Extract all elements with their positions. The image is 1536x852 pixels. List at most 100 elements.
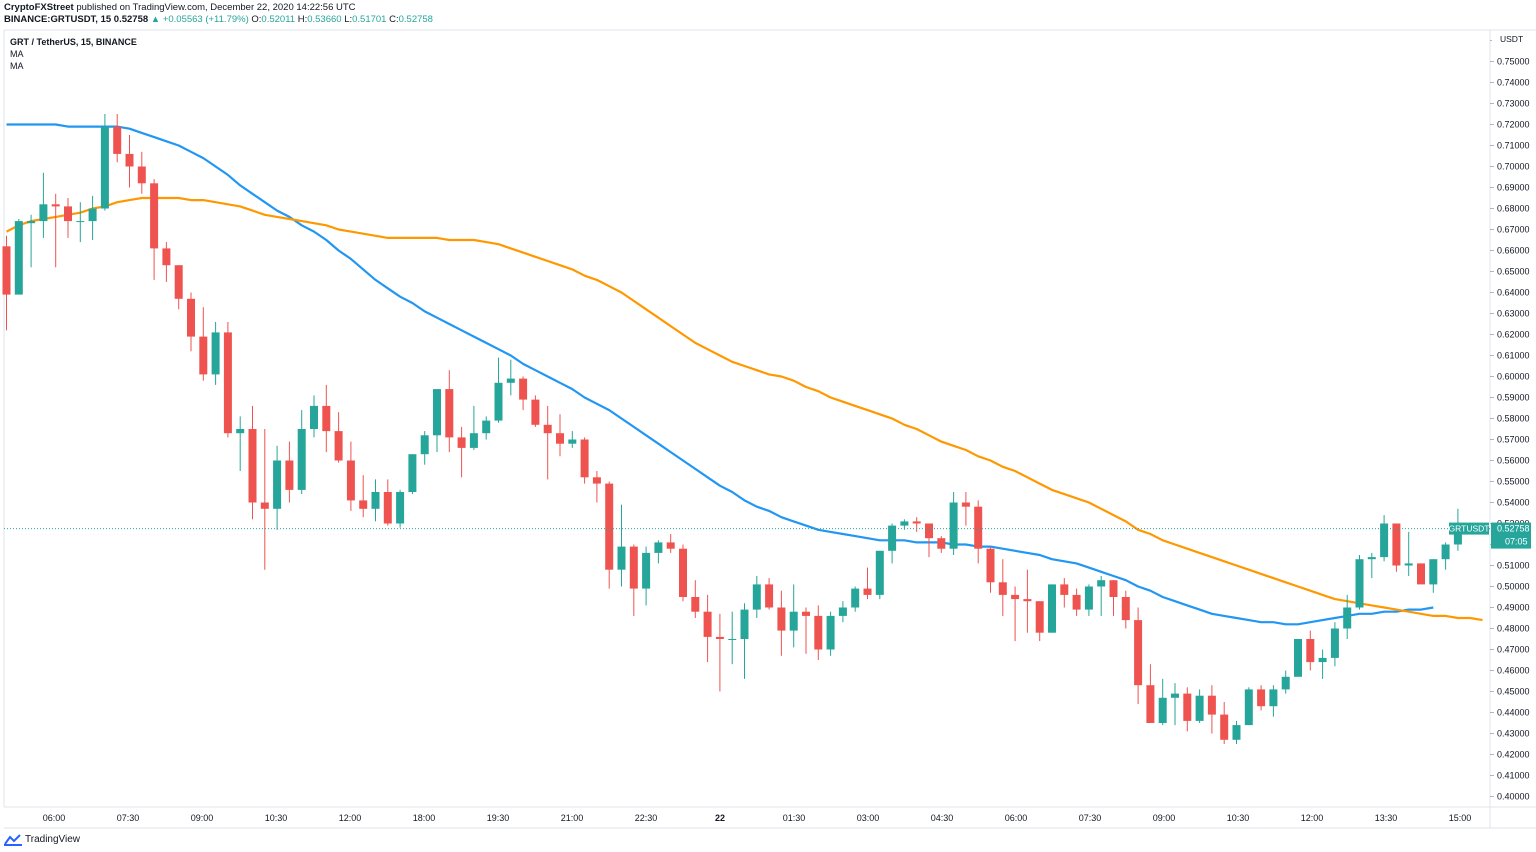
candle-up: [949, 502, 958, 549]
currency-label-bg: [1492, 33, 1532, 44]
candle-down: [925, 523, 933, 539]
candle-up: [482, 420, 491, 434]
candle-down: [457, 437, 466, 448]
price-badge-countdown: 07:05: [1505, 537, 1528, 547]
candle-up: [752, 584, 761, 610]
candle-down: [961, 502, 970, 507]
candle-down: [346, 460, 355, 501]
y-tick-label: 0.59000: [1497, 393, 1530, 403]
candle-down: [531, 399, 540, 425]
y-tick-label: 0.61000: [1497, 351, 1530, 361]
tradingview-logo-icon: [4, 834, 22, 846]
candle-down: [322, 405, 331, 432]
y-tick-label: 0.44000: [1497, 708, 1530, 718]
candle-up: [396, 492, 405, 524]
tradingview-label: TradingView: [25, 834, 81, 845]
x-tick-label: 22: [715, 813, 725, 823]
candle-down: [1392, 523, 1401, 566]
x-tick-label: 04:30: [931, 813, 954, 823]
y-tick-label: 0.46000: [1497, 666, 1530, 676]
x-tick-label: 21:00: [561, 813, 584, 823]
candle-up: [1171, 693, 1179, 698]
x-tick-label: 01:30: [783, 813, 806, 823]
y-tick-label: 0.69000: [1497, 183, 1530, 193]
x-tick-label: 12:00: [1301, 813, 1324, 823]
candle-down: [986, 548, 995, 583]
x-tick-label: 18:00: [413, 813, 436, 823]
ohlc-close-label: C:: [389, 14, 399, 25]
candle-up: [1380, 523, 1389, 558]
y-tick-label: 0.65000: [1497, 267, 1530, 277]
candle-down: [285, 460, 294, 490]
ma-slow-line: [5, 196, 1483, 622]
y-tick-label: 0.54000: [1497, 498, 1530, 508]
candle-down: [1417, 563, 1425, 585]
candle-down: [1183, 693, 1192, 721]
x-tick-label: 06:00: [43, 813, 66, 823]
candle-down: [51, 204, 60, 207]
candle-up: [211, 332, 220, 375]
y-tick-label: 0.48000: [1497, 624, 1530, 634]
candle-up: [1195, 695, 1204, 721]
candle-up: [310, 405, 318, 429]
y-tick-label: 0.72000: [1497, 120, 1530, 130]
candle-down: [174, 265, 183, 299]
candle-down: [445, 389, 454, 438]
candle-down: [223, 332, 232, 434]
candle-down: [64, 206, 72, 222]
x-tick-label: 15:00: [1449, 813, 1472, 823]
candle-down: [1134, 620, 1143, 686]
symbol-badge-bg: [1449, 522, 1489, 535]
candle-down: [125, 153, 134, 167]
candle-up: [39, 204, 48, 222]
publish-text: published on TradingView.com, December 2…: [76, 2, 356, 13]
y-tick-label: 0.60000: [1497, 372, 1530, 382]
candle-up: [1158, 697, 1167, 723]
candle-up: [1048, 584, 1056, 633]
candle-down: [187, 298, 195, 337]
candle-down: [1220, 714, 1229, 740]
candle-up: [100, 126, 109, 209]
ohlc-open: 0.52011: [261, 14, 296, 25]
y-tick-label: 0.41000: [1497, 771, 1530, 781]
candle-down: [1011, 594, 1020, 600]
candle-down: [691, 597, 700, 612]
chart-legend: GRT / TetherUS, 15, BINANCE MA MA: [10, 36, 137, 72]
tradingview-brand[interactable]: TradingView: [4, 833, 80, 847]
candle-up: [494, 382, 503, 421]
y-tick-label: 0.57000: [1497, 435, 1530, 445]
candle-up: [654, 542, 663, 553]
candle-down: [1060, 584, 1069, 595]
candle-up: [617, 546, 626, 570]
y-tick-label: 0.63000: [1497, 309, 1530, 319]
legend-ma2[interactable]: MA: [10, 61, 24, 71]
candle-down: [248, 429, 257, 503]
candle-down: [937, 538, 946, 549]
candle-up: [273, 460, 282, 509]
y-tick-label: 0.68000: [1497, 204, 1530, 214]
candle-up: [1318, 657, 1327, 663]
y-tick-label: 0.70000: [1497, 162, 1530, 172]
candle-down: [383, 492, 392, 524]
candle-down: [1146, 685, 1155, 723]
y-tick-label: 0.64000: [1497, 288, 1530, 298]
publisher-name: CryptoFXStreet: [4, 2, 74, 13]
candle-up: [76, 221, 85, 223]
price-badge-value: 0.52758: [1497, 524, 1530, 534]
y-tick-label: 0.71000: [1497, 141, 1530, 151]
candle-up: [1269, 689, 1278, 707]
candle-down: [912, 521, 921, 524]
candle-down: [802, 611, 810, 616]
legend-ma1[interactable]: MA: [10, 49, 24, 59]
candle-down: [260, 502, 269, 509]
x-tick-label: 07:30: [1079, 813, 1102, 823]
ohlc-low: 0.51701: [352, 14, 387, 25]
y-tick-label: 0.67000: [1497, 225, 1530, 235]
x-tick-label: 07:30: [117, 813, 140, 823]
x-tick-label: 03:00: [857, 813, 880, 823]
candle-up: [875, 550, 884, 595]
candle-up: [27, 221, 36, 224]
x-tick-label: 22:30: [635, 813, 658, 823]
candle-up: [297, 429, 306, 490]
